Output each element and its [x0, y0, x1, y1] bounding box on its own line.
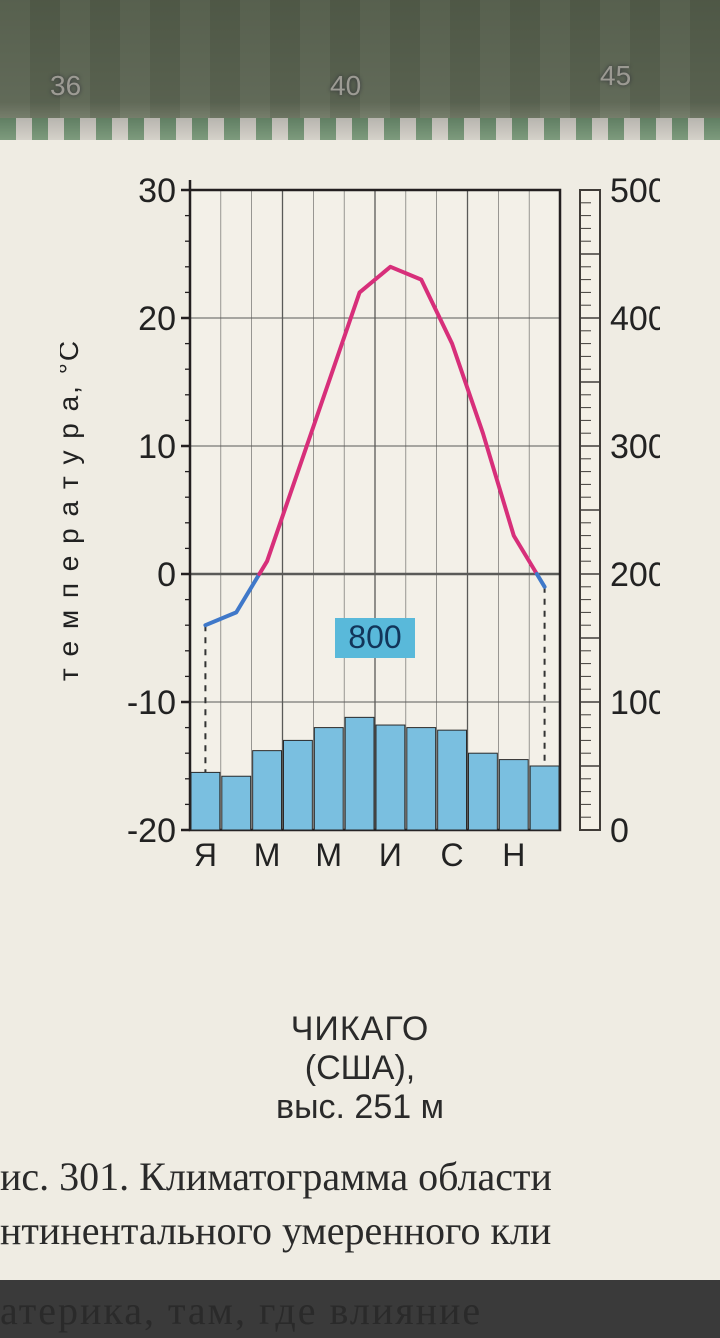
page-num-mid: 40	[330, 70, 361, 102]
chart-caption: ЧИКАГО (США), выс. 251 м	[0, 1010, 720, 1127]
fig-line-gap	[0, 1258, 720, 1284]
svg-text:800: 800	[348, 619, 401, 655]
svg-text:М: М	[254, 837, 281, 873]
fig-line-3: атерика, там, где влияние	[0, 1284, 720, 1338]
page-num-right: 45	[600, 60, 631, 92]
chart-svg: 3020100-10-20т е м п е р а т у р а, °С50…	[60, 170, 660, 940]
caption-city: ЧИКАГО	[0, 1010, 720, 1049]
svg-text:0: 0	[610, 812, 629, 850]
fig-line-2: нтинентального умеренного кли	[0, 1204, 720, 1258]
fig-line-1: ис. 301. Климатограмма области	[0, 1150, 720, 1204]
page-num-left: 36	[50, 70, 81, 102]
svg-text:-10: -10	[127, 684, 176, 722]
svg-text:-20: -20	[127, 812, 176, 850]
svg-text:30: 30	[138, 172, 176, 210]
svg-text:М: М	[315, 837, 342, 873]
book-top-band: 36 40 45	[0, 0, 720, 140]
svg-text:20: 20	[138, 300, 176, 338]
svg-text:о с а д к и, мм: о с а д к и, мм	[653, 454, 660, 666]
body-text: ис. 301. Климатограмма области нтинентал…	[0, 1140, 720, 1338]
caption-country: (США),	[0, 1049, 720, 1088]
svg-text:И: И	[379, 837, 402, 873]
svg-text:400: 400	[610, 300, 660, 338]
caption-altitude: выс. 251 м	[0, 1088, 720, 1127]
svg-text:т е м п е р а т у р а, °С: т е м п е р а т у р а, °С	[60, 339, 84, 681]
svg-text:Я: Я	[194, 837, 217, 873]
paper-sheet: 3020100-10-20т е м п е р а т у р а, °С50…	[0, 140, 720, 1280]
svg-text:500: 500	[610, 172, 660, 210]
page: 36 40 45 3020100-10-20т е м п е р а т у …	[0, 0, 720, 1280]
svg-text:100: 100	[610, 684, 660, 722]
climograph-chart: 3020100-10-20т е м п е р а т у р а, °С50…	[60, 170, 660, 970]
svg-text:0: 0	[157, 556, 176, 594]
svg-text:10: 10	[138, 428, 176, 466]
svg-text:С: С	[441, 837, 464, 873]
svg-text:Н: Н	[502, 837, 525, 873]
